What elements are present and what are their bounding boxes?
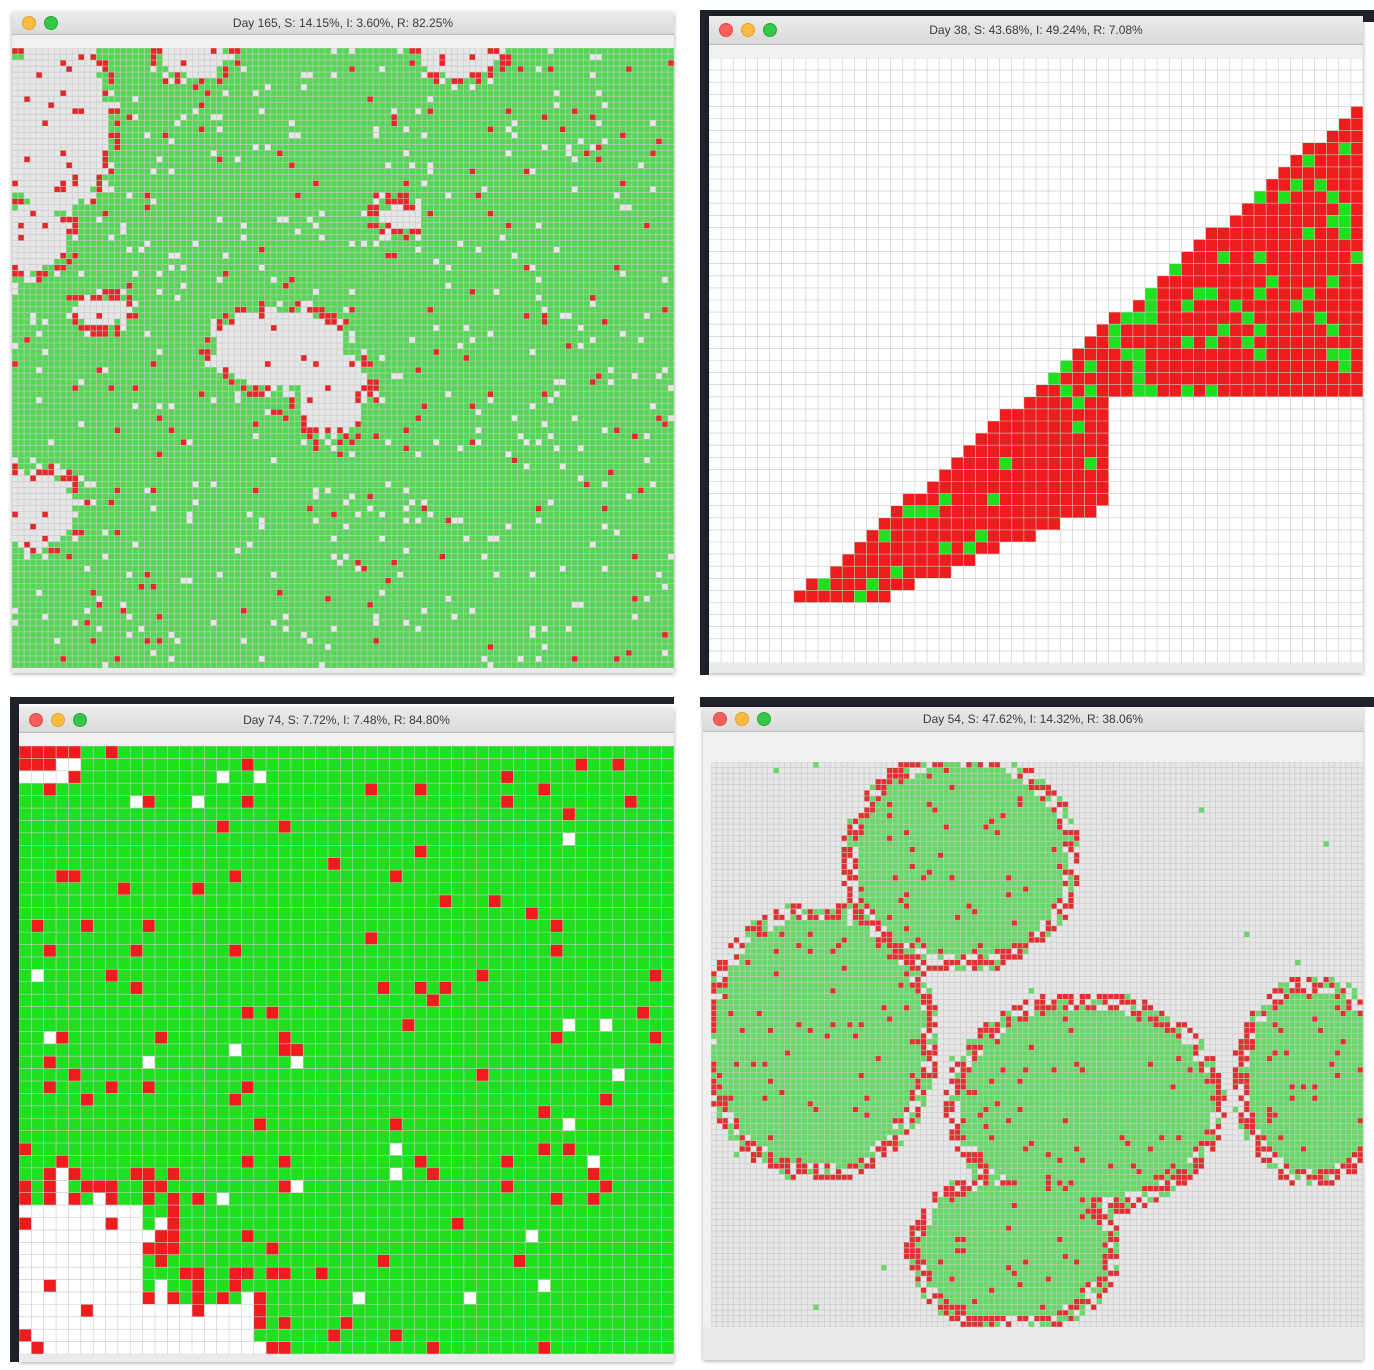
desktop-background (700, 697, 1374, 707)
minimize-button[interactable] (735, 712, 749, 726)
desktop-background (10, 697, 674, 704)
window-title: Day 165, S: 14.15%, I: 3.60%, R: 82.25% (233, 16, 453, 30)
sir-grid (709, 58, 1363, 663)
close-button[interactable] (719, 23, 733, 37)
window-bottom-edge (19, 1354, 674, 1362)
title-bar[interactable]: Day 54, S: 47.62%, I: 14.32%, R: 38.06% (703, 707, 1363, 732)
sir-grid (711, 762, 1363, 1327)
simulation-window-day-38[interactable]: Day 38, S: 43.68%, I: 49.24%, R: 7.08% (709, 16, 1363, 673)
window-controls (29, 708, 87, 732)
sir-grid (19, 746, 674, 1354)
title-bar[interactable]: Day 165, S: 14.15%, I: 3.60%, R: 82.25% (12, 12, 674, 35)
zoom-button[interactable] (44, 16, 58, 30)
close-button[interactable] (713, 712, 727, 726)
window-title: Day 38, S: 43.68%, I: 49.24%, R: 7.08% (929, 23, 1142, 37)
window-controls (22, 12, 58, 34)
zoom-button[interactable] (763, 23, 777, 37)
window-controls (719, 16, 777, 44)
simulation-window-day-74[interactable]: Day 74, S: 7.72%, I: 7.48%, R: 84.80% (19, 708, 674, 1362)
simulation-window-day-54[interactable]: Day 54, S: 47.62%, I: 14.32%, R: 38.06% (703, 707, 1363, 1360)
minimize-button[interactable] (51, 713, 65, 727)
window-title: Day 74, S: 7.72%, I: 7.48%, R: 84.80% (243, 713, 450, 727)
close-button[interactable] (29, 713, 43, 727)
minimize-button[interactable] (22, 16, 36, 30)
zoom-button[interactable] (73, 713, 87, 727)
minimize-button[interactable] (741, 23, 755, 37)
window-bottom-edge (709, 663, 1363, 673)
window-controls (713, 707, 771, 731)
window-title: Day 54, S: 47.62%, I: 14.32%, R: 38.06% (923, 712, 1143, 726)
simulation-window-day-165[interactable]: Day 165, S: 14.15%, I: 3.60%, R: 82.25% (12, 12, 674, 673)
window-bottom-edge (703, 1327, 1363, 1360)
title-bar[interactable]: Day 74, S: 7.72%, I: 7.48%, R: 84.80% (19, 708, 674, 733)
zoom-button[interactable] (757, 712, 771, 726)
title-bar[interactable]: Day 38, S: 43.68%, I: 49.24%, R: 7.08% (709, 16, 1363, 45)
sir-grid (12, 48, 674, 668)
desktop-background (700, 10, 709, 675)
desktop-background (10, 700, 19, 1362)
window-bottom-edge (12, 668, 674, 673)
